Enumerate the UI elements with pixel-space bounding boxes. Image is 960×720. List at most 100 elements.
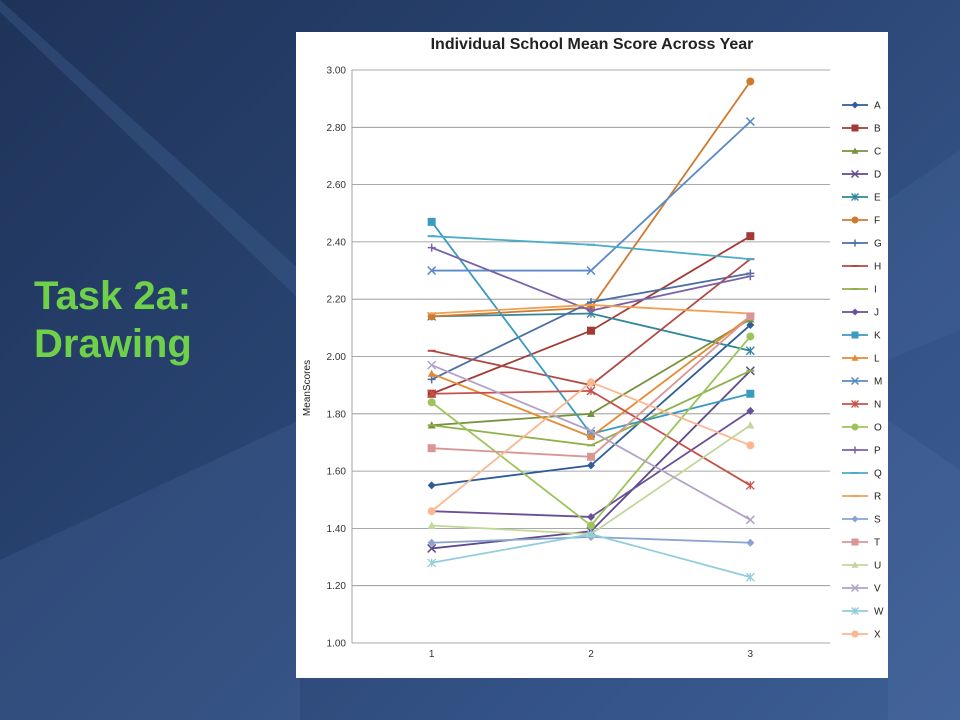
y-tick-label: 2.80 — [327, 123, 347, 134]
data-point — [586, 386, 596, 396]
series-I — [427, 369, 755, 447]
data-point — [587, 378, 595, 387]
legend-marker — [851, 308, 859, 316]
legend-marker — [851, 561, 859, 568]
legend-label: Q — [874, 469, 882, 480]
legend-label: N — [874, 400, 881, 411]
data-point — [587, 512, 595, 521]
legend-marker — [851, 147, 859, 154]
legend-item: W — [842, 607, 884, 618]
series-O — [427, 332, 755, 530]
legend-marker — [851, 515, 859, 523]
series-T — [427, 312, 755, 461]
data-point — [745, 346, 755, 356]
legend-marker — [851, 101, 859, 109]
legend-marker — [851, 423, 859, 431]
legend-item: V — [842, 584, 881, 595]
legend-item: F — [842, 216, 880, 227]
legend-item: A — [842, 101, 881, 112]
legend-label: J — [874, 308, 879, 319]
legend-item: K — [842, 331, 881, 342]
data-point — [427, 558, 437, 568]
legend-item: I — [842, 285, 877, 296]
data-point — [586, 529, 596, 539]
y-tick-label: 2.00 — [327, 352, 347, 363]
y-tick-label: 2.60 — [327, 180, 347, 191]
legend-item: Q — [842, 469, 882, 480]
data-point — [746, 312, 755, 321]
legend-item: P — [842, 446, 881, 457]
data-point — [746, 320, 755, 329]
data-point — [427, 266, 437, 276]
legend-item: D — [842, 170, 881, 181]
series-X — [427, 378, 755, 516]
series-Q — [427, 235, 755, 261]
data-point — [746, 538, 755, 547]
data-point — [745, 117, 755, 127]
series-line — [431, 120, 751, 272]
legend-item: O — [842, 423, 882, 434]
legend-marker — [851, 239, 859, 247]
legend-label: G — [874, 239, 882, 250]
data-point — [427, 360, 437, 370]
chart-panel: Individual School Mean Score Across Year… — [296, 32, 888, 678]
series-H — [427, 258, 755, 387]
x-tick-label: 1 — [429, 649, 435, 660]
data-point — [746, 232, 755, 241]
series-line — [431, 318, 751, 427]
y-tick-label: 2.40 — [327, 237, 347, 248]
data-point — [427, 538, 436, 547]
y-tick-label: 3.00 — [327, 66, 347, 77]
data-point — [745, 480, 755, 490]
legend-label: F — [874, 216, 880, 227]
data-point — [587, 326, 595, 335]
legend-label: D — [874, 170, 881, 181]
legend-item: U — [842, 561, 881, 572]
legend-label: I — [874, 285, 877, 296]
series-M — [427, 117, 755, 276]
data-point — [427, 217, 436, 226]
data-point — [586, 426, 596, 436]
y-tick-label: 2.20 — [327, 295, 347, 306]
data-point — [427, 543, 437, 553]
slide-title-line2: Drawing — [34, 322, 192, 366]
legend-marker — [851, 607, 859, 615]
legend-item: C — [842, 147, 881, 158]
legend-item: J — [842, 308, 879, 319]
legend-marker — [851, 216, 859, 224]
series-line — [431, 272, 751, 381]
chart-title: Individual School Mean Score Across Year — [431, 36, 754, 53]
data-point — [746, 441, 755, 450]
series-N — [427, 386, 755, 490]
legend-marker — [850, 169, 860, 179]
data-point — [746, 332, 755, 341]
data-point — [587, 521, 595, 530]
x-tick-label: 2 — [588, 649, 594, 660]
legend-item: G — [842, 239, 882, 250]
series-A — [427, 320, 755, 490]
data-point — [746, 77, 755, 86]
slide-title-line1: Task 2a: — [34, 274, 192, 318]
y-axis-ticks: 1.00 1.20 1.40 1.60 1.80 2.00 2.20 2.40 2.60 2.80… — [327, 66, 347, 650]
legend-label: K — [874, 331, 881, 342]
legend-item: H — [842, 262, 881, 273]
data-point — [427, 444, 436, 453]
chart-series — [427, 77, 755, 582]
data-point — [745, 572, 755, 582]
line-chart: Individual School Mean Score Across Year… — [302, 36, 884, 660]
data-point — [746, 272, 755, 281]
data-point — [746, 389, 755, 398]
legend-item: R — [842, 492, 881, 503]
data-point — [745, 515, 755, 525]
legend-marker — [850, 376, 860, 386]
legend-item: T — [842, 538, 880, 549]
legend-marker — [850, 583, 860, 593]
slide-title: Task 2a: Drawing — [34, 272, 192, 368]
series-line — [431, 381, 751, 512]
legend-label: M — [874, 377, 882, 388]
legend-label: T — [874, 538, 880, 549]
series-line — [431, 235, 751, 260]
data-point — [586, 266, 596, 276]
